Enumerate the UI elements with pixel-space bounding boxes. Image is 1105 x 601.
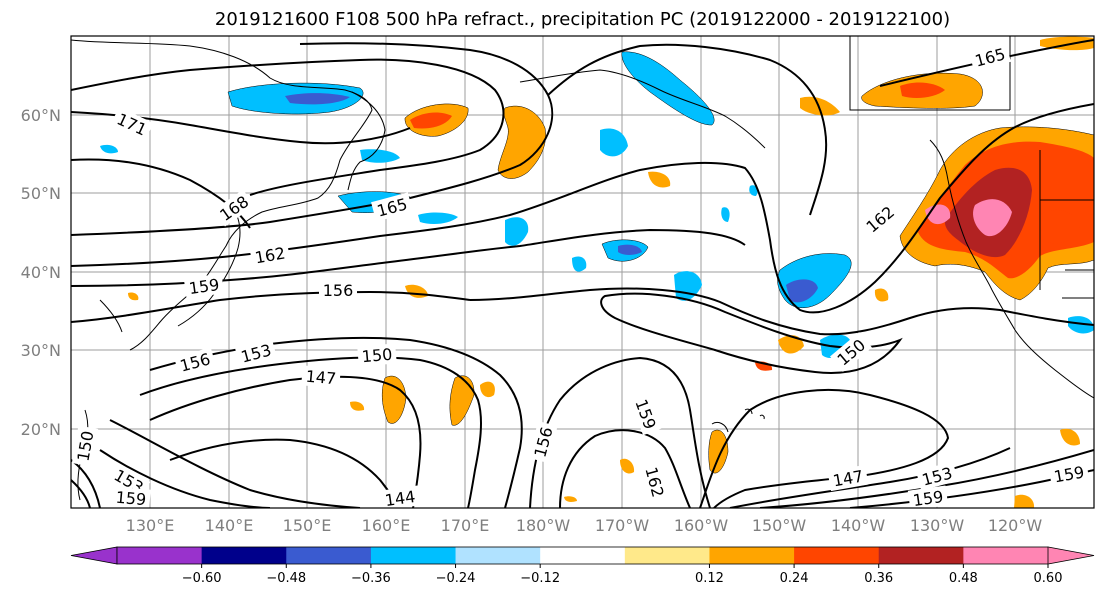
colorbar-segment: [794, 547, 880, 564]
contour-label: 159: [115, 488, 147, 510]
colorbar-segment: [624, 547, 710, 564]
lon-label: 150°E: [283, 516, 332, 535]
lat-label-30n: 30°N: [21, 341, 61, 360]
colorbar-ticks: −0.60 −0.48 −0.36 −0.24 −0.12 0.12 0.24 0.36 0.4…: [182, 564, 1063, 586]
map-title: 2019121600 F108 500 hPa refract., precip…: [214, 9, 951, 30]
contour-label: 156: [323, 281, 354, 300]
contour-label: 159: [912, 487, 945, 510]
colorbar-tick-label: 0.12: [695, 571, 724, 586]
colorbar-segment: [370, 547, 457, 564]
lon-label: 170°E: [441, 516, 490, 535]
lon-label: 160°E: [362, 516, 411, 535]
precip-positive-patches: [128, 36, 1094, 508]
lon-label: 120°W: [988, 516, 1043, 535]
colorbar-segment: [540, 547, 626, 564]
colorbar-segment: [117, 547, 203, 564]
lon-label: 130°E: [126, 516, 175, 535]
colorbar-tick-label: −0.36: [351, 571, 391, 586]
contour-label: 147: [305, 367, 337, 389]
lat-label-20n: 20°N: [21, 420, 61, 439]
lat-label-60n: 60°N: [21, 106, 61, 125]
colorbar-segment: [286, 547, 372, 564]
lon-label: 160°W: [674, 516, 729, 535]
colorbar-tick-label: 0.60: [1034, 571, 1063, 586]
longitude-labels: 130°E 140°E 150°E 160°E 170°E 180°W 170°…: [126, 516, 1043, 535]
colorbar-tick-label: −0.12: [520, 571, 560, 586]
lon-label: 140°E: [205, 516, 254, 535]
colorbar-extend-max: [1047, 546, 1095, 565]
colorbar-tick-label: −0.24: [436, 571, 476, 586]
colorbar-segments: [70, 546, 1095, 565]
colorbar-tick-label: 0.24: [780, 571, 809, 586]
colorbar-tick-label: −0.48: [266, 571, 306, 586]
colorbar-segment: [878, 547, 964, 564]
lon-label: 170°W: [595, 516, 650, 535]
colorbar: −0.60 −0.48 −0.36 −0.24 −0.12 0.12 0.24 0.36 0.4…: [70, 546, 1095, 586]
lon-label: 180°W: [516, 516, 571, 535]
contour-label: 150: [361, 345, 393, 367]
colorbar-tick-label: 0.48: [949, 571, 978, 586]
lon-label: 140°W: [831, 516, 886, 535]
contour-label: 144: [384, 487, 417, 510]
colorbar-segment: [963, 547, 1049, 564]
colorbar-segment: [455, 547, 541, 564]
lon-label: 150°W: [752, 516, 807, 535]
map-frame: [70, 35, 1095, 509]
colorbar-border: [116, 546, 1049, 565]
colorbar-extend-min: [70, 546, 118, 565]
lat-label-50n: 50°N: [21, 184, 61, 203]
colorbar-tick-label: −0.60: [182, 571, 222, 586]
colorbar-segment: [709, 547, 795, 564]
latitude-labels: 60°N 50°N 40°N 30°N 20°N: [21, 106, 61, 439]
lon-label: 130°W: [910, 516, 965, 535]
colorbar-tick-label: 0.36: [864, 571, 893, 586]
colorbar-segment: [201, 547, 287, 564]
lat-label-40n: 40°N: [21, 263, 61, 282]
contour-label: 159: [188, 275, 221, 298]
